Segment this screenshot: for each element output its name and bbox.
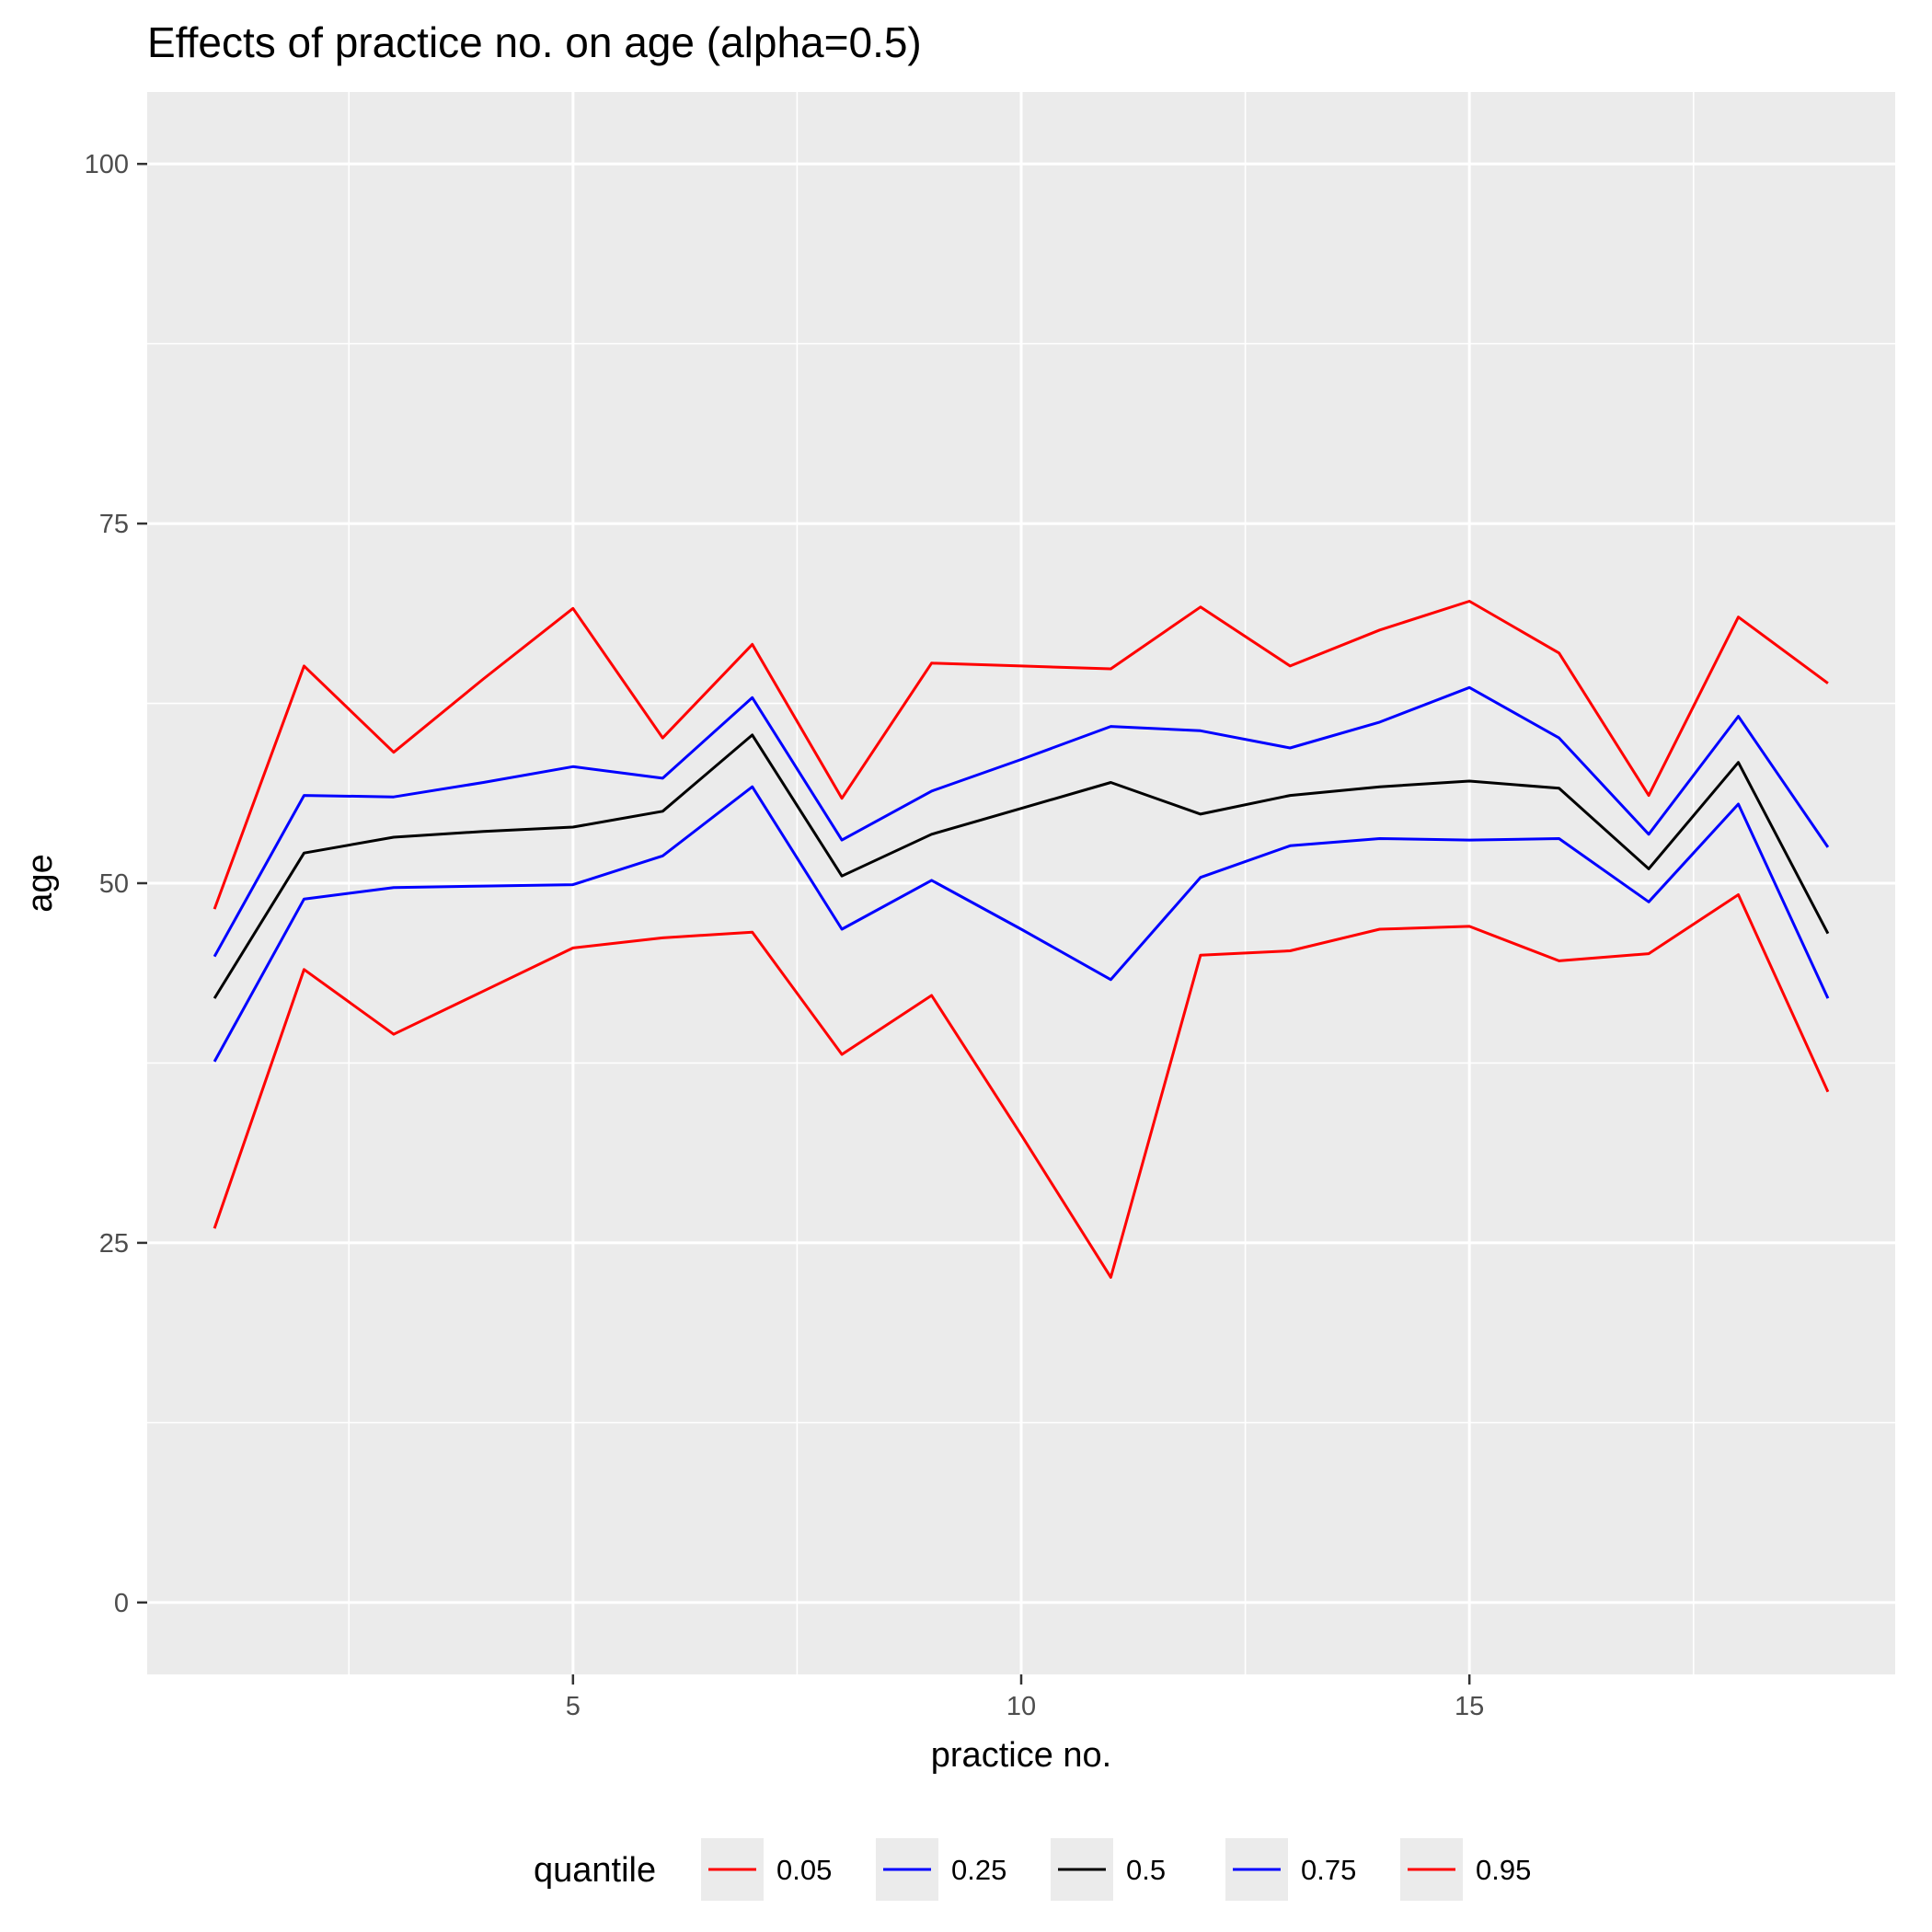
legend-label: 0.05 <box>776 1854 832 1886</box>
y-axis: 0 25 50 75 100 <box>85 150 147 1618</box>
series-lines <box>213 600 1830 1279</box>
y-axis-title: age <box>21 854 60 912</box>
y-tick-label: 50 <box>99 869 129 899</box>
x-tick-label: 15 <box>1455 1692 1484 1721</box>
legend-label: 0.95 <box>1476 1854 1531 1886</box>
legend-label: 0.25 <box>951 1854 1006 1886</box>
series-line-q0-75 <box>213 685 1830 958</box>
major-gridlines <box>147 92 1895 1674</box>
x-axis-title: practice no. <box>931 1736 1111 1775</box>
chart-title: Effects of practice no. on age (alpha=0.… <box>147 18 922 66</box>
y-tick-label: 100 <box>85 150 129 179</box>
y-tick-label: 25 <box>99 1229 129 1259</box>
y-tick-label: 75 <box>99 510 129 539</box>
x-axis: 5 10 15 <box>566 1674 1484 1721</box>
series-line-q0-5 <box>213 733 1830 999</box>
series-line-q0-25 <box>213 785 1830 1063</box>
x-tick-label: 10 <box>1006 1692 1036 1721</box>
series-line-q0-05 <box>213 893 1830 1279</box>
legend-items: 0.05 0.25 0.5 0.75 0.95 <box>701 1838 1531 1901</box>
legend-title: quantile <box>534 1851 656 1890</box>
y-tick-label: 0 <box>114 1589 129 1618</box>
legend-label: 0.75 <box>1301 1854 1356 1886</box>
legend: quantile 0.05 0.25 0.5 0.75 0.95 <box>534 1838 1531 1901</box>
legend-label: 0.5 <box>1126 1854 1166 1886</box>
x-tick-label: 5 <box>566 1692 581 1721</box>
series-line-q0-95 <box>213 600 1829 910</box>
